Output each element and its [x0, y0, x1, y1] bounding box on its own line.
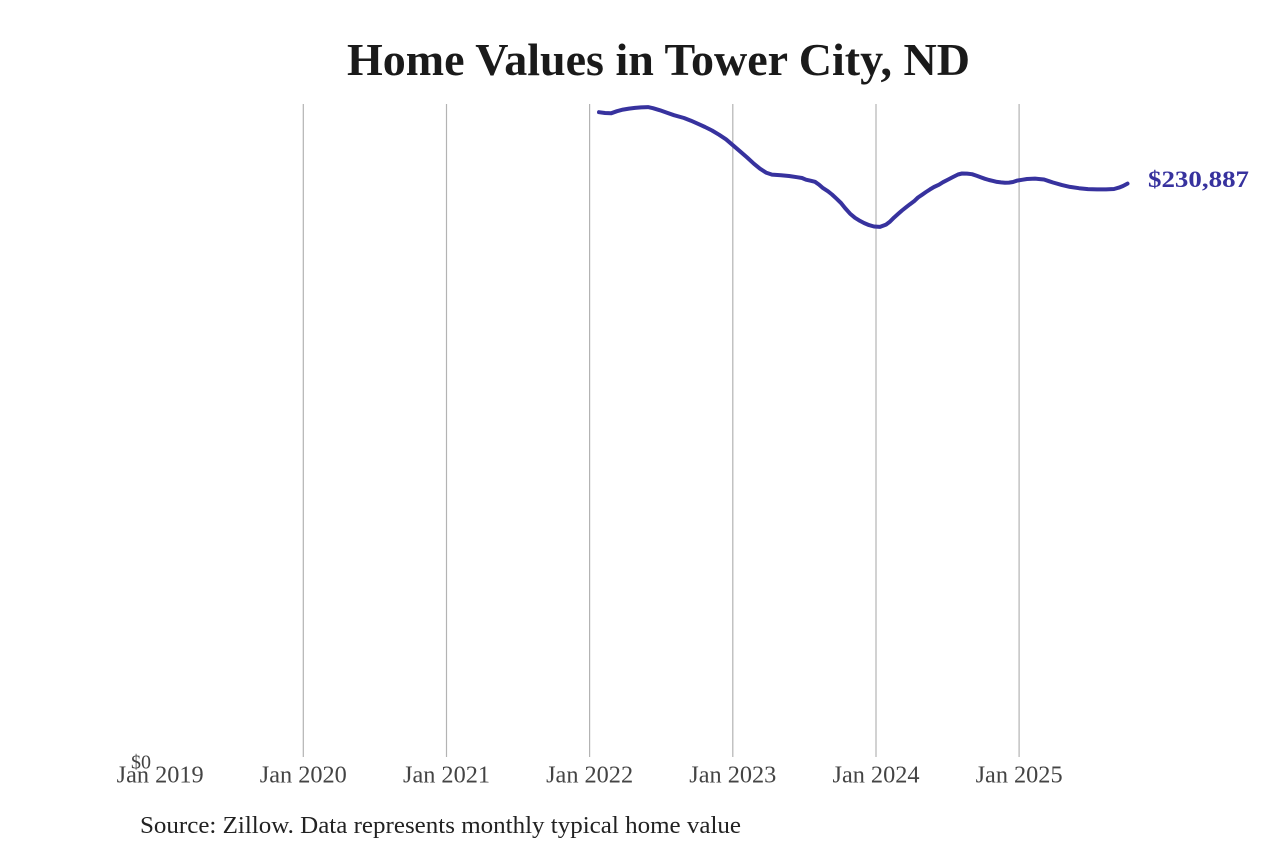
svg-text:$0: $0 [131, 751, 151, 773]
svg-text:Jan 2024: Jan 2024 [833, 762, 920, 788]
svg-text:Jan 2020: Jan 2020 [260, 762, 347, 788]
svg-text:Jan 2019: Jan 2019 [117, 762, 204, 788]
svg-text:Jan 2021: Jan 2021 [403, 762, 490, 788]
svg-text:Jan 2023: Jan 2023 [689, 762, 776, 788]
svg-text:Home Values in Tower City, ND: Home Values in Tower City, ND [347, 34, 970, 85]
svg-text:Jan 2022: Jan 2022 [546, 762, 633, 788]
svg-text:$230,887: $230,887 [1148, 167, 1249, 192]
svg-text:Source: Zillow. Data represent: Source: Zillow. Data represents monthly … [140, 813, 741, 839]
svg-text:Jan 2025: Jan 2025 [976, 762, 1063, 788]
